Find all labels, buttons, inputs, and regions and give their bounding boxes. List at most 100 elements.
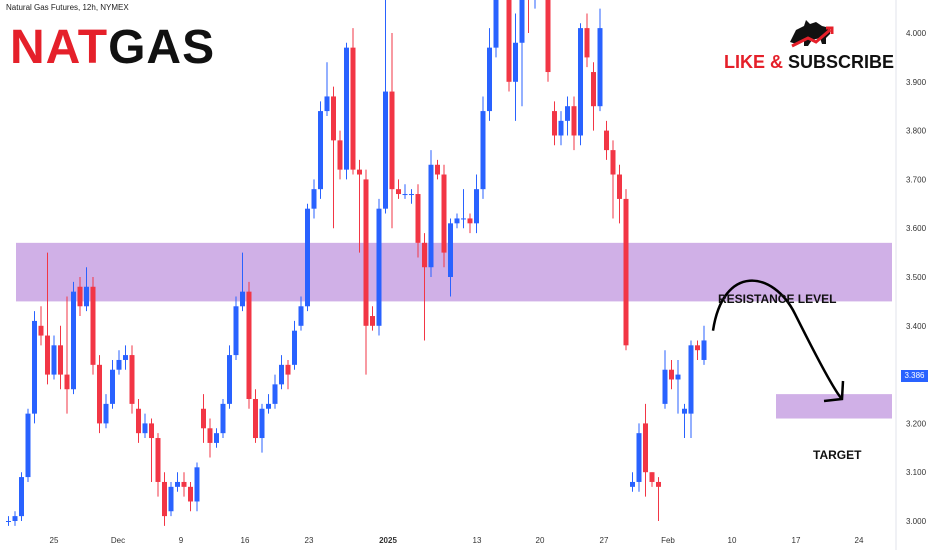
candle-body [6,521,11,522]
candle-body [513,42,518,82]
candle-body [688,345,694,414]
candle-body [168,486,174,512]
candle-body [292,330,297,365]
last-price-tag: 3.386 [901,370,928,382]
candle-body [363,179,369,326]
candle-body [675,374,681,380]
chart-header-title: Natural Gas Futures, 12h, NYMEX [6,3,129,12]
candle-body [38,325,44,336]
candle-body [194,467,200,502]
candle-body [116,359,122,370]
candle-body [435,164,440,175]
x-tick-label: 24 [855,536,864,545]
candle-body [90,286,96,365]
subscribe-text: SUBSCRIBE [788,52,895,72]
brand-title-part1: NAT [10,21,109,74]
candle-body [383,91,388,209]
target-zone [776,394,892,419]
candle-body [318,111,323,190]
candle-body [149,423,154,439]
candle-body [240,291,245,307]
candle-body [441,174,447,253]
candle-body [370,316,375,326]
candle-body [565,106,570,121]
candle-body [454,218,460,224]
candle-body [649,472,655,482]
candle-body [617,174,622,199]
candle-body [461,218,466,220]
candle-body [389,91,395,190]
candle-body [636,433,642,482]
like-text: LIKE & [724,52,784,72]
candle-body [422,242,427,268]
candle-body [558,120,564,136]
candle-body [181,481,187,487]
candle-body [123,355,128,360]
candle-body [266,403,271,409]
candle-body [428,164,434,268]
candle-body [227,355,232,404]
x-tick-label: Dec [111,536,125,545]
target-label: TARGET [813,448,862,462]
candle-body [643,423,648,473]
y-tick-label: 3.800 [906,127,927,136]
candle-body [701,340,707,360]
candle-body [610,150,616,175]
y-tick-label: 3.400 [906,322,927,331]
candle-body [97,364,102,424]
candle-body [350,47,356,170]
candle-body [474,189,479,224]
candle-body [259,408,265,439]
candle-body [669,369,674,380]
candle-body [298,306,304,326]
like-subscribe-banner: LIKE & SUBSCRIBE [724,52,894,73]
candle-body [305,208,310,307]
candle-body [402,194,408,196]
candle-body [604,130,609,151]
candle-body [129,355,135,404]
candle-body [155,438,161,482]
candle-body [480,111,486,190]
candle-body [578,28,583,136]
candle-body [656,481,661,487]
candle-body [396,189,401,195]
candles-group [6,0,707,526]
candle-body [545,0,551,73]
y-tick-label: 4.000 [906,29,927,38]
candle-body [279,364,284,385]
candle-body [662,369,668,404]
candle-body [142,423,148,434]
candle-body [584,28,590,58]
y-tick-label: 3.900 [906,78,927,87]
y-tick-label: 3.600 [906,224,927,233]
candle-body [207,428,213,443]
candle-body [175,481,180,487]
candle-body [162,481,167,517]
candle-body [597,28,603,107]
y-tick-label: 3.200 [906,419,927,428]
x-tick-label: 20 [536,536,545,545]
x-tick-label: 25 [50,536,59,545]
brand-title: NATGAS [10,22,215,74]
x-tick-label: 17 [792,536,801,545]
candle-body [623,198,629,346]
candle-body [311,189,317,209]
candle-body [415,194,421,243]
candle-body [272,384,278,404]
bull-bear-icon [790,20,834,48]
x-tick-label: 23 [305,536,314,545]
candle-body [201,408,206,429]
candle-body [285,364,291,375]
candle-body [233,306,239,356]
candle-body [64,374,70,390]
y-tick-label: 3.500 [906,273,927,282]
time-axis: 25 Dec 9 16 23 2025 13 20 27 Feb 10 17 24 [50,536,864,545]
candle-body [45,335,50,375]
curved-arrow-icon [711,279,843,400]
candle-body [448,223,453,277]
candle-body [12,516,18,521]
candle-body [344,47,349,170]
candle-body [552,111,557,136]
resistance-zone [16,242,892,302]
